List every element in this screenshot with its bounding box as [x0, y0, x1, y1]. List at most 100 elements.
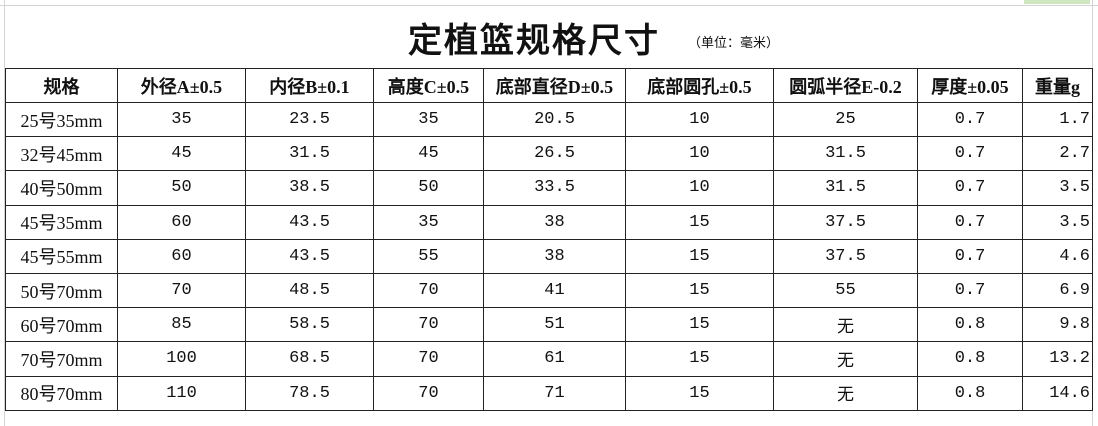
table-cell[interactable]: 40号50mm [5, 170, 118, 206]
table-cell[interactable]: 60号70mm [5, 307, 118, 343]
column-header[interactable]: 圆弧半径E-0.2 [773, 68, 918, 103]
table-cell[interactable]: 61 [483, 341, 626, 377]
column-header[interactable]: 外径A±0.5 [117, 68, 246, 103]
table-cell[interactable]: 3.5 [1022, 204, 1093, 240]
table-cell[interactable]: 0.7 [917, 204, 1023, 240]
column-header[interactable]: 内径B±0.1 [245, 68, 374, 103]
table-cell[interactable]: 31.5 [773, 136, 918, 172]
table-cell[interactable]: 45 [373, 136, 484, 172]
table-cell[interactable]: 10 [625, 136, 774, 172]
table-cell[interactable]: 55 [773, 272, 918, 309]
table-cell[interactable]: 10 [625, 101, 774, 138]
table-cell[interactable]: 26.5 [483, 136, 626, 172]
table-cell[interactable]: 78.5 [245, 375, 374, 411]
column-header[interactable]: 规格 [5, 68, 118, 103]
table-row: 25号35mm 35 23.5 35 20.5 10 25 0.7 1.7 [5, 101, 1093, 138]
table-cell[interactable]: 70 [373, 375, 484, 411]
table-cell[interactable]: 25 [773, 101, 918, 138]
table-cell[interactable]: 37.5 [773, 238, 918, 274]
table-cell[interactable]: 70 [373, 341, 484, 377]
table-row: 70号70mm 100 68.5 70 61 15 无 0.8 13.2 [5, 341, 1093, 377]
table-cell[interactable]: 35 [373, 204, 484, 240]
table-cell[interactable]: 85 [117, 307, 246, 343]
table-cell[interactable]: 35 [117, 101, 246, 138]
table-cell[interactable]: 38 [483, 238, 626, 274]
table-cell[interactable]: 45号35mm [5, 204, 118, 240]
table-cell[interactable]: 110 [117, 375, 246, 411]
table-cell[interactable]: 20.5 [483, 101, 626, 138]
table-cell[interactable]: 10 [625, 170, 774, 206]
table-cell[interactable]: 25号35mm [5, 101, 118, 138]
column-header[interactable]: 高度C±0.5 [373, 68, 484, 103]
table-cell[interactable]: 1.7 [1022, 101, 1093, 138]
sheet-gridline-top [0, 0, 1098, 6]
table-cell[interactable]: 38.5 [245, 170, 374, 206]
table-cell[interactable]: 38 [483, 204, 626, 240]
table-cell[interactable]: 15 [625, 341, 774, 377]
table-cell[interactable]: 60 [117, 238, 246, 274]
table-cell[interactable]: 70 [373, 307, 484, 343]
table-cell[interactable]: 14.6 [1022, 375, 1093, 411]
table-cell[interactable]: 无 [773, 307, 918, 343]
table-cell[interactable]: 15 [625, 375, 774, 411]
table-cell[interactable]: 48.5 [245, 272, 374, 309]
table-cell[interactable]: 0.7 [917, 272, 1023, 309]
table-row: 40号50mm 50 38.5 50 33.5 10 31.5 0.7 3.5 [5, 170, 1093, 206]
table-cell[interactable]: 100 [117, 341, 246, 377]
table-cell[interactable]: 15 [625, 307, 774, 343]
table-cell[interactable]: 9.8 [1022, 307, 1093, 343]
table-cell[interactable]: 0.8 [917, 341, 1023, 377]
table-cell[interactable]: 70号70mm [5, 341, 118, 377]
table-cell[interactable]: 50 [117, 170, 246, 206]
table-cell[interactable]: 70 [373, 272, 484, 309]
table-cell[interactable]: 50 [373, 170, 484, 206]
table-row: 32号45mm 45 31.5 45 26.5 10 31.5 0.7 2.7 [5, 136, 1093, 172]
table-cell[interactable]: 80号70mm [5, 375, 118, 411]
table-cell[interactable]: 6.9 [1022, 272, 1093, 309]
table-cell[interactable]: 15 [625, 204, 774, 240]
table-cell[interactable]: 51 [483, 307, 626, 343]
table-cell[interactable]: 0.7 [917, 238, 1023, 274]
table-row: 45号35mm 60 43.5 35 38 15 37.5 0.7 3.5 [5, 204, 1093, 240]
table-cell[interactable]: 13.2 [1022, 341, 1093, 377]
table-cell[interactable]: 50号70mm [5, 272, 118, 309]
table-cell[interactable]: 55 [373, 238, 484, 274]
table-cell[interactable]: 0.7 [917, 101, 1023, 138]
column-header[interactable]: 重量g [1022, 68, 1093, 103]
table-cell[interactable]: 71 [483, 375, 626, 411]
unit-note: （单位：毫米） [687, 34, 779, 50]
table-cell[interactable]: 无 [773, 341, 918, 377]
table-cell[interactable]: 0.7 [917, 136, 1023, 172]
table-cell[interactable]: 3.5 [1022, 170, 1093, 206]
table-cell[interactable]: 58.5 [245, 307, 374, 343]
table-cell[interactable]: 60 [117, 204, 246, 240]
column-header[interactable]: 底部直径D±0.5 [483, 68, 626, 103]
table-cell[interactable]: 33.5 [483, 170, 626, 206]
table-cell[interactable]: 43.5 [245, 204, 374, 240]
table-cell[interactable]: 0.8 [917, 307, 1023, 343]
header-row: 规格 外径A±0.5 内径B±0.1 高度C±0.5 底部直径D±0.5 底部圆孔±0.5… [5, 68, 1093, 103]
table-cell[interactable]: 0.8 [917, 375, 1023, 411]
table-cell[interactable]: 23.5 [245, 101, 374, 138]
table-cell[interactable]: 43.5 [245, 238, 374, 274]
table-cell[interactable]: 32号45mm [5, 136, 118, 172]
table-cell[interactable]: 0.7 [917, 170, 1023, 206]
table-cell[interactable]: 31.5 [245, 136, 374, 172]
table-cell[interactable]: 4.6 [1022, 238, 1093, 274]
table-cell[interactable]: 2.7 [1022, 136, 1093, 172]
table-cell[interactable]: 无 [773, 375, 918, 411]
spec-table: 规格 外径A±0.5 内径B±0.1 高度C±0.5 底部直径D±0.5 底部圆孔±0.5… [5, 68, 1093, 411]
column-header[interactable]: 厚度±0.05 [917, 68, 1023, 103]
column-header[interactable]: 底部圆孔±0.5 [625, 68, 774, 103]
table-cell[interactable]: 37.5 [773, 204, 918, 240]
table-cell[interactable]: 45号55mm [5, 238, 118, 274]
table-cell[interactable]: 68.5 [245, 341, 374, 377]
table-cell[interactable]: 15 [625, 238, 774, 274]
table-cell[interactable]: 35 [373, 101, 484, 138]
table-cell[interactable]: 41 [483, 272, 626, 309]
table-row: 60号70mm 85 58.5 70 51 15 无 0.8 9.8 [5, 307, 1093, 343]
table-cell[interactable]: 31.5 [773, 170, 918, 206]
table-cell[interactable]: 45 [117, 136, 246, 172]
table-cell[interactable]: 70 [117, 272, 246, 309]
table-cell[interactable]: 15 [625, 272, 774, 309]
